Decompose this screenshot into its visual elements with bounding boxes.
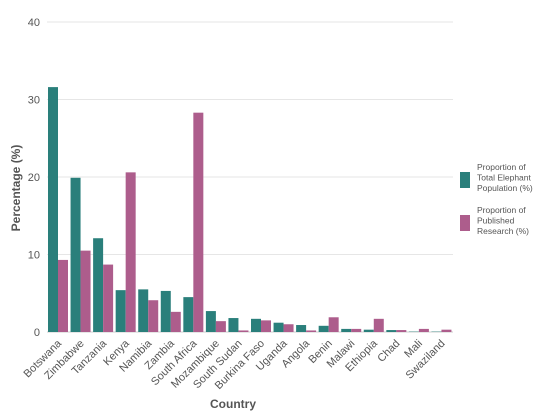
bar-published-research <box>373 318 384 332</box>
bar-published-research <box>148 300 159 332</box>
bar-published-research <box>58 259 68 332</box>
bar-elephant-population <box>93 238 104 332</box>
legend-swatch <box>460 172 470 188</box>
bar-published-research <box>441 329 452 332</box>
y-tick-label: 10 <box>28 250 40 262</box>
bar-published-research <box>283 324 294 332</box>
bar-elephant-population <box>48 87 58 332</box>
bar-elephant-population <box>160 290 171 332</box>
legend-label: Proportion of Total Elephant Population (%… <box>477 162 533 193</box>
x-axis-ticks: BotswanaZimbabweTanzaniaKenyaNamibiaZamb… <box>21 337 447 392</box>
bar-elephant-population <box>183 297 194 332</box>
bar-elephant-population <box>273 322 284 332</box>
bar-published-research <box>215 321 226 332</box>
bar-elephant-population <box>205 311 216 332</box>
y-axis-ticks: 0 10 20 30 40 <box>28 17 40 339</box>
y-axis-title: Percentage (%) <box>9 145 23 232</box>
bar-elephant-population <box>363 329 374 332</box>
bar-elephant-population <box>341 328 352 332</box>
legend: Proportion of Total Elephant Population (%… <box>460 162 533 236</box>
bar-published-research <box>328 317 339 332</box>
bar-published-research <box>351 328 362 332</box>
bar-elephant-population <box>386 330 397 332</box>
bar-published-research <box>306 330 317 332</box>
bar-published-research <box>170 311 181 332</box>
bar-published-research <box>193 112 204 332</box>
bar-published-research <box>80 250 91 332</box>
gridlines <box>47 21 453 333</box>
bar-elephant-population <box>318 325 329 332</box>
y-tick-label: 30 <box>28 95 40 107</box>
bar-published-research <box>125 172 136 332</box>
x-tick-label: Chad <box>375 338 402 365</box>
bar-elephant-population <box>251 318 261 332</box>
y-tick-label: 0 <box>34 327 40 339</box>
bar-published-research <box>238 330 249 332</box>
bar-elephant-population <box>296 325 307 332</box>
bar-published-research <box>261 320 271 332</box>
y-tick-label: 40 <box>28 17 40 29</box>
bar-published-research <box>103 264 114 332</box>
legend-label: Proportion of Published Research (%) <box>477 205 529 236</box>
y-tick-label: 20 <box>28 172 40 184</box>
bar-elephant-population <box>115 290 126 332</box>
bar-published-research <box>418 328 429 332</box>
bar-published-research <box>396 330 407 332</box>
x-axis-title: Country <box>210 397 256 411</box>
legend-swatch <box>460 215 470 231</box>
bar-elephant-population <box>70 177 81 332</box>
bars <box>48 87 452 332</box>
bar-elephant-population <box>138 289 149 332</box>
bar-elephant-population <box>228 318 239 332</box>
